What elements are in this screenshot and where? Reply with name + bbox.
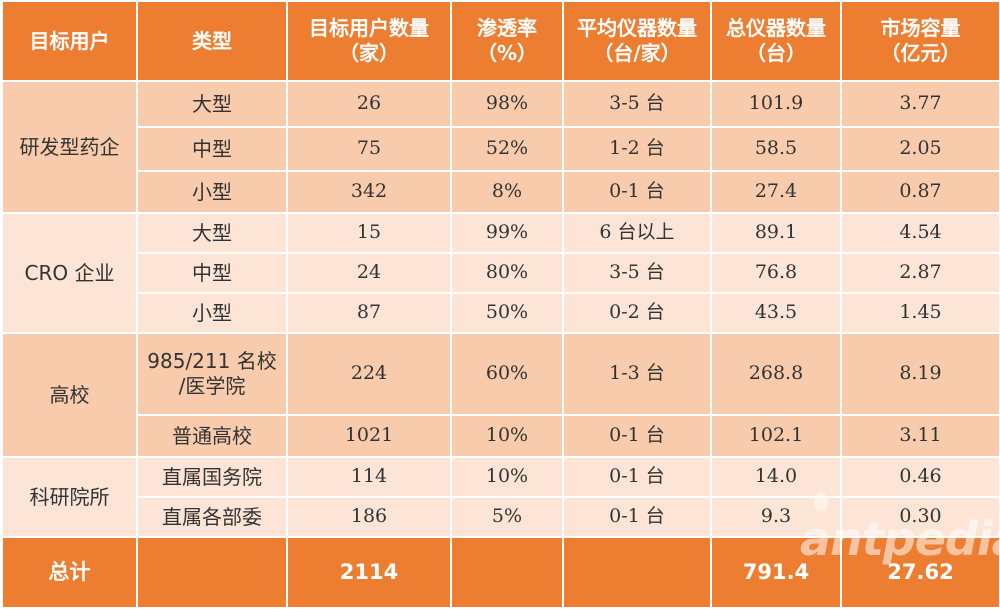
total-label: 总计 xyxy=(1,536,138,609)
header-penetration-rate: 渗透率 （%） xyxy=(450,0,564,82)
table-row: 直属各部委 186 5% 0-1 台 9.3 0.30 xyxy=(2,496,1000,538)
total-market: 27.62 xyxy=(840,536,1000,609)
table-row: 中型 75 52% 1-2 台 58.5 2.05 xyxy=(2,126,1000,172)
cell-type: 直属各部委 xyxy=(136,496,288,538)
header-type: 类型 xyxy=(136,0,288,82)
table-row: 高校 985/211 名校/医学院 224 60% 1-3 台 268.8 8.… xyxy=(1,332,1000,458)
cell-type: 985/211 名校/医学院 xyxy=(136,332,288,416)
group-label-cro: CRO 企业 xyxy=(1,212,138,334)
cell-type: 大型 xyxy=(136,212,288,254)
cell-users: 87 xyxy=(286,292,452,334)
table-row: 科研院所 直属国务院 114 10% 0-1 台 14.0 0.46 xyxy=(1,456,1000,538)
cell-total: 43.5 xyxy=(710,292,842,334)
cell-market: 2.87 xyxy=(840,252,1000,294)
cell-users: 114 xyxy=(286,456,452,498)
cell-total: 14.0 xyxy=(710,456,842,498)
cell-rate: 10% xyxy=(450,414,564,458)
header-row: 目标用户 类型 目标用户数量 （家） 渗透率 （%） 平均仪器数量 （台/家） 总仪器… xyxy=(1,0,1000,82)
cell-total: 101.9 xyxy=(710,80,842,128)
cell-market: 3.11 xyxy=(840,414,1000,458)
cell-type: 大型 xyxy=(136,80,288,128)
cell-type: 普通高校 xyxy=(136,414,288,458)
cell-avg: 1-2 台 xyxy=(562,126,712,172)
cell-total: 9.3 xyxy=(710,496,842,538)
cell-total: 27.4 xyxy=(710,170,842,214)
cell-users: 15 xyxy=(286,212,452,254)
cell-rate: 10% xyxy=(450,456,564,498)
table-row: 研发型药企 大型 26 98% 3-5 台 101.9 3.77 xyxy=(1,80,1000,214)
cell-market: 1.45 xyxy=(840,292,1000,334)
total-empty-type xyxy=(136,536,288,609)
cell-avg: 6 台以上 xyxy=(562,212,712,254)
table-row: 普通高校 1021 10% 0-1 台 102.1 3.11 xyxy=(2,414,1000,458)
cell-type: 中型 xyxy=(136,252,288,294)
cell-users: 342 xyxy=(286,170,452,214)
total-empty-rate xyxy=(450,536,564,609)
cell-rate: 5% xyxy=(450,496,564,538)
cell-market: 4.54 xyxy=(840,212,1000,254)
cell-total: 268.8 xyxy=(710,332,842,416)
cell-total: 102.1 xyxy=(710,414,842,458)
cell-users: 1021 xyxy=(286,414,452,458)
table-row: CRO 企业 大型 15 99% 6 台以上 89.1 4.54 xyxy=(1,212,1000,334)
header-market-capacity: 市场容量 （亿元） xyxy=(840,0,1000,82)
cell-type: 中型 xyxy=(136,126,288,172)
cell-avg: 0-1 台 xyxy=(562,170,712,214)
cell-avg: 0-1 台 xyxy=(562,496,712,538)
cell-market: 2.05 xyxy=(840,126,1000,172)
cell-avg: 0-1 台 xyxy=(562,456,712,498)
group-label-research-institute: 科研院所 xyxy=(1,456,138,538)
cell-users: 186 xyxy=(286,496,452,538)
cell-rate: 80% xyxy=(450,252,564,294)
cell-avg: 0-1 台 xyxy=(562,414,712,458)
cell-market: 3.77 xyxy=(840,80,1000,128)
cell-rate: 60% xyxy=(450,332,564,416)
cell-total: 89.1 xyxy=(710,212,842,254)
cell-rate: 50% xyxy=(450,292,564,334)
cell-total: 76.8 xyxy=(710,252,842,294)
total-row: 总计 2114 791.4 27.62 xyxy=(1,536,1000,609)
cell-avg: 1-3 台 xyxy=(562,332,712,416)
group-label-pharma: 研发型药企 xyxy=(1,80,138,214)
cell-avg: 3-5 台 xyxy=(562,252,712,294)
cell-rate: 99% xyxy=(450,212,564,254)
header-target-user: 目标用户 xyxy=(1,0,138,82)
table-row: 小型 342 8% 0-1 台 27.4 0.87 xyxy=(2,170,1000,214)
cell-users: 26 xyxy=(286,80,452,128)
header-user-count: 目标用户数量 （家） xyxy=(286,0,452,82)
cell-avg: 3-5 台 xyxy=(562,80,712,128)
total-instruments: 791.4 xyxy=(710,536,842,609)
cell-market: 8.19 xyxy=(840,332,1000,416)
total-empty-avg xyxy=(562,536,712,609)
group-label-university: 高校 xyxy=(1,332,138,458)
cell-rate: 52% xyxy=(450,126,564,172)
header-avg-instruments: 平均仪器数量 （台/家） xyxy=(562,0,712,82)
cell-type: 直属国务院 xyxy=(136,456,288,498)
cell-market: 0.87 xyxy=(840,170,1000,214)
cell-users: 24 xyxy=(286,252,452,294)
cell-rate: 8% xyxy=(450,170,564,214)
cell-rate: 98% xyxy=(450,80,564,128)
cell-total: 58.5 xyxy=(710,126,842,172)
header-total-instruments: 总仪器数量 （台） xyxy=(710,0,842,82)
cell-type: 小型 xyxy=(136,292,288,334)
table-row: 小型 87 50% 0-2 台 43.5 1.45 xyxy=(2,292,1000,334)
total-users: 2114 xyxy=(286,536,452,609)
cell-avg: 0-2 台 xyxy=(562,292,712,334)
cell-market: 0.30 xyxy=(840,496,1000,538)
cell-users: 75 xyxy=(286,126,452,172)
table-row: 中型 24 80% 3-5 台 76.8 2.87 xyxy=(2,252,1000,294)
cell-users: 224 xyxy=(286,332,452,416)
cell-market: 0.46 xyxy=(840,456,1000,498)
cell-type: 小型 xyxy=(136,170,288,214)
